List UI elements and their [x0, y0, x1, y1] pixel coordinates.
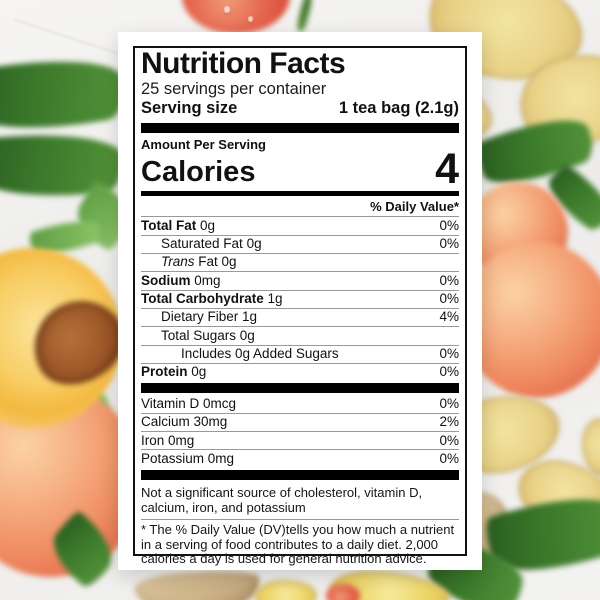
- nutrient-name: Total Sugars: [161, 327, 237, 343]
- amount-per-serving-label: Amount Per Serving: [141, 136, 266, 152]
- vitamin-name: Vitamin D 0mcg: [141, 395, 237, 411]
- nutrient-name: Protein: [141, 364, 188, 380]
- nutrient-name: Saturated Fat: [161, 236, 243, 252]
- nutrient-amount: 0g: [187, 364, 207, 380]
- nutrient-row: Total Fat 0g 0%: [141, 216, 459, 234]
- medium-rule: [141, 191, 459, 197]
- nutrient-dv: 0%: [439, 272, 459, 288]
- nutrient-row: Sodium 0mg 0%: [141, 271, 459, 289]
- vitamin-name: Iron 0mg: [141, 432, 195, 448]
- nutrient-amount: 0mg: [190, 272, 221, 288]
- thick-rule: [141, 469, 459, 480]
- nutrient-dv: 0%: [439, 217, 459, 233]
- vitamin-name: Potassium 0mg: [141, 450, 235, 466]
- nutrient-row: Dietary Fiber 1g 4%: [141, 307, 459, 326]
- nutrient-name: Includes 0g Added Sugars: [181, 346, 339, 362]
- daily-value-footnote: * The % Daily Value (DV)tells you how mu…: [141, 518, 459, 570]
- calories-label: Calories: [141, 155, 256, 188]
- nutrient-row: Trans Fat 0g: [141, 252, 459, 271]
- nutrient-name: Trans: [161, 254, 195, 270]
- nutrient-amount: 1g: [263, 291, 283, 307]
- vitamin-row: Iron 0mg 0%: [141, 431, 459, 449]
- nutrient-row: Includes 0g Added Sugars 0%: [141, 344, 459, 363]
- nutrient-dv: 0%: [439, 291, 459, 307]
- nutrient-amount: Fat 0g: [194, 254, 237, 270]
- calories-row: Calories 4: [141, 144, 459, 193]
- peach-image: [182, 0, 290, 34]
- nutrient-name: Sodium: [141, 272, 191, 288]
- nutrient-row: Total Carbohydrate 1g 0%: [141, 289, 459, 308]
- insignificant-source-note: Not a significant source of cholesterol,…: [141, 484, 423, 515]
- vitamin-dv: 0%: [439, 450, 459, 466]
- nutrition-label: Nutrition Facts 25 servings per containe…: [133, 46, 467, 566]
- nutrient-dv: 0%: [439, 236, 459, 252]
- nutrient-dv: 0%: [439, 346, 459, 362]
- peach-image: [326, 584, 360, 600]
- vitamin-row: Vitamin D 0mcg 0%: [141, 395, 459, 412]
- nutrition-label-card: Nutrition Facts 25 servings per containe…: [118, 32, 482, 570]
- vitamin-row: Calcium 30mg 2%: [141, 412, 459, 431]
- thick-rule: [141, 122, 459, 133]
- vitamin-dv: 2%: [439, 414, 459, 430]
- nutrient-amount: 0g: [242, 236, 262, 252]
- daily-value-header: % Daily Value*: [370, 199, 459, 215]
- serving-size-row: Serving size 1 tea bag (2.1g): [141, 99, 459, 119]
- nutrient-name: Total Carbohydrate: [141, 291, 264, 307]
- calories-value: 4: [435, 144, 459, 193]
- vitamin-row: Potassium 0mg 0%: [141, 449, 459, 467]
- leaf-image: [0, 45, 131, 143]
- water-droplet: [224, 6, 230, 13]
- ginger-slice-image: [255, 580, 317, 600]
- vitamin-name: Calcium 30mg: [141, 414, 228, 430]
- servings-per-container: 25 servings per container: [141, 80, 327, 98]
- water-droplet: [248, 16, 253, 22]
- serving-size-value: 1 tea bag (2.1g): [338, 99, 459, 118]
- nutrient-row: Total Sugars 0g: [141, 326, 459, 344]
- vitamin-dv: 0%: [439, 395, 459, 411]
- nutrient-row: Protein 0g 0%: [141, 362, 459, 381]
- vitamin-dv: 0%: [439, 432, 459, 448]
- nutrient-row: Saturated Fat 0g 0%: [141, 234, 459, 253]
- stem-image: [295, 0, 314, 33]
- serving-size-label: Serving size: [141, 99, 238, 118]
- peach-image: [462, 242, 600, 398]
- ginger-root-image: [133, 567, 262, 600]
- nutrient-name: Dietary Fiber: [161, 309, 239, 325]
- nutrient-amount: 1g: [238, 309, 258, 325]
- nutrient-amount: 0g: [196, 217, 216, 233]
- label-title: Nutrition Facts: [141, 47, 346, 80]
- nutrient-dv: 0%: [439, 364, 459, 380]
- nutrient-dv: 4%: [439, 309, 459, 325]
- nutrient-name: Total Fat: [141, 217, 197, 233]
- nutrient-amount: 0g: [236, 327, 255, 343]
- thick-rule: [141, 383, 459, 394]
